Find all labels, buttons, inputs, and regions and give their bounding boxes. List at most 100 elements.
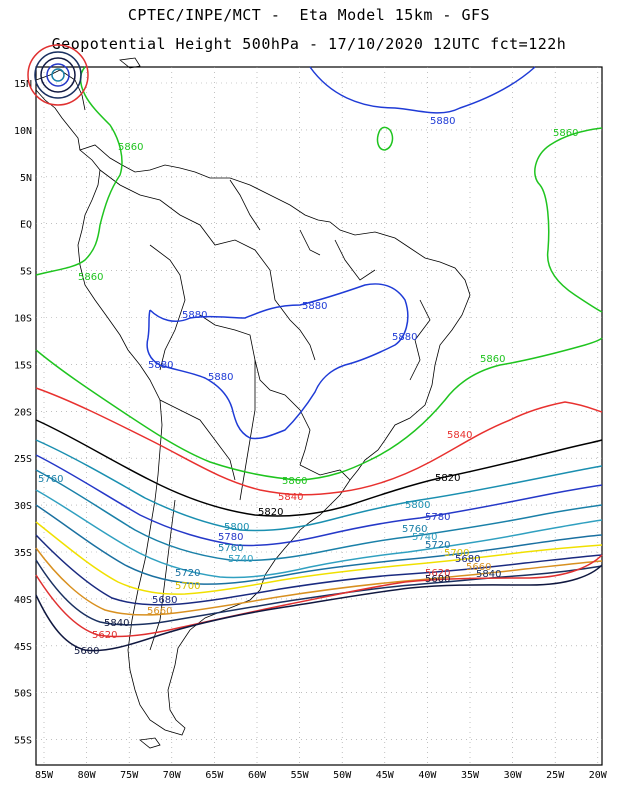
longitude-label: 30W [504, 770, 523, 781]
latitude-label: 30S [14, 501, 32, 512]
contour-5640 [35, 559, 603, 626]
border-6 [299, 464, 351, 481]
low-contour-4 [34, 51, 82, 99]
contour-5860-west [35, 66, 123, 276]
contour-label: 5880 [182, 310, 207, 321]
contour-label: 5760 [218, 543, 243, 554]
border-4 [239, 360, 256, 501]
contour-label: 5660 [147, 606, 172, 617]
contour-label: 5880 [430, 116, 455, 127]
latitude-label: 45S [14, 642, 32, 653]
contour-5820 [35, 419, 603, 517]
contour-5840 [35, 387, 603, 496]
latitude-label: 5N [20, 173, 32, 184]
contour-label: 5760 [38, 474, 63, 485]
contour-5600 [35, 564, 603, 652]
border-3 [199, 314, 286, 396]
contour-5780 [35, 454, 603, 547]
contour-5700 [35, 521, 603, 595]
longitude-label: 80W [78, 770, 97, 781]
contour-5880-amazon [146, 283, 409, 440]
longitude-labels: 85W 80W 75W 70W 65W 60W 55W 50W 45W 40W 35W 30W 25W 2… [35, 770, 608, 781]
contour-label: 5860 [118, 142, 143, 153]
central-america-coast-north [35, 69, 86, 111]
latitude-label: 10N [14, 126, 32, 137]
contour-label: 5680 [152, 595, 177, 606]
contour-label: 5720 [425, 540, 450, 551]
contour-label: 5780 [218, 532, 243, 543]
low-contour-5 [27, 44, 89, 106]
central-america-coast [35, 89, 81, 151]
latitude-label: 10S [14, 314, 32, 325]
longitude-label: 20W [589, 770, 608, 781]
contour-label: 5840 [104, 618, 129, 629]
map-title-line2: Geopotential Height 500hPa - 17/10/2020 … [51, 35, 567, 53]
latitude-label: 5S [20, 267, 32, 278]
longitude-label: 60W [248, 770, 267, 781]
contour-label: 5840 [447, 430, 472, 441]
contour-5720 [35, 504, 603, 585]
latitude-label: 55S [14, 736, 32, 747]
contour-label: 5800 [224, 522, 249, 533]
border-10 [299, 229, 321, 256]
contour-labels: 5880 5880 5880 5880 5880 5880 5860 5860 … [38, 116, 578, 657]
contour-label: 5800 [405, 500, 430, 511]
longitude-label: 40W [418, 770, 437, 781]
contour-5880-north [309, 66, 536, 114]
island-1 [139, 737, 161, 749]
latitude-label: 15N [14, 79, 32, 90]
contour-label: 5820 [258, 507, 283, 518]
border-12 [409, 299, 431, 381]
contour-label: 5680 [455, 554, 480, 565]
contour-label: 5660 [466, 562, 491, 573]
contour-label: 5760 [402, 524, 427, 535]
longitude-label: 75W [120, 770, 139, 781]
border-5 [284, 394, 311, 466]
contour-label: 5820 [435, 473, 460, 484]
map-frame [35, 66, 603, 766]
contour-5740 [35, 489, 603, 579]
map-title-line1: CPTEC/INPE/MCT - Eta Model 15km - GFS [127, 6, 491, 24]
contour-label: 5840 [476, 569, 501, 580]
latitude-label: 25S [14, 454, 32, 465]
longitude-label: 65W [205, 770, 224, 781]
low-contour-2 [46, 63, 70, 87]
contour-label: 5740 [228, 554, 253, 565]
contour-label: 5700 [444, 548, 469, 559]
contour-label: 5600 [425, 574, 450, 585]
latitude-label: 15S [14, 360, 32, 371]
coastlines [35, 57, 471, 749]
contour-label: 5780 [425, 512, 450, 523]
contour-5760 [35, 469, 603, 562]
contour-5860-main [35, 337, 603, 481]
contour-label: 5860 [553, 128, 578, 139]
border-11 [229, 179, 261, 231]
contour-label: 5880 [148, 360, 173, 371]
longitude-label: 55W [291, 770, 310, 781]
longitude-label: 85W [35, 770, 54, 781]
border-2 [149, 244, 186, 371]
contour-5620 [35, 554, 603, 638]
low-contour-3 [40, 57, 76, 93]
contour-label: 5720 [175, 568, 200, 579]
longitude-label: 45W [376, 770, 395, 781]
latitude-label: 35S [14, 548, 32, 559]
contour-label: 5880 [208, 372, 233, 383]
latitude-label: 50S [14, 689, 32, 700]
island-2 [119, 57, 141, 69]
contour-label: 5740 [412, 532, 437, 543]
border-8 [149, 499, 176, 651]
contour-5800 [35, 439, 603, 532]
contour-label: 5880 [392, 332, 417, 343]
contour-label: 5600 [74, 646, 99, 657]
contour-label: 5620 [425, 568, 450, 579]
contour-label: 5840 [278, 492, 303, 503]
low-contour-1 [51, 68, 65, 82]
longitude-label: 35W [461, 770, 480, 781]
contour-lines [27, 44, 603, 652]
contour-label: 5700 [175, 581, 200, 592]
contour-label: 5860 [282, 476, 307, 487]
contour-label: 5860 [78, 272, 103, 283]
border-1 [99, 169, 316, 361]
